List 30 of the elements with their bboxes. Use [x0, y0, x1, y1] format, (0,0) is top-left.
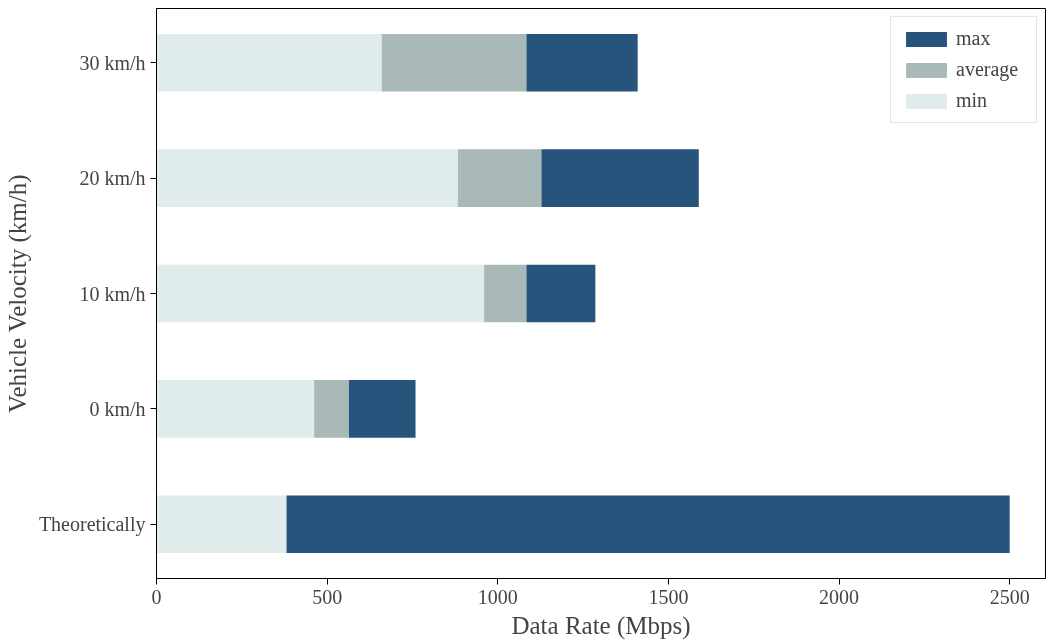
y-tick-label: 10 km/h — [79, 282, 146, 305]
x-tick-label: 2000 — [819, 585, 860, 608]
y-tick-label: 20 km/h — [79, 167, 146, 190]
bar — [457, 149, 542, 207]
y-tick-label: Theoretically — [38, 513, 146, 537]
y-tick-label: 30 km/h — [79, 51, 146, 74]
y-tick-label: 0 km/h — [89, 397, 146, 420]
bar — [526, 264, 596, 323]
y-axis-title: Vehicle Velocity (km/h) — [3, 174, 32, 413]
bar — [286, 495, 1010, 554]
bar — [156, 149, 458, 207]
x-tick-label: 1500 — [648, 585, 689, 608]
legend-label: max — [956, 27, 992, 50]
bar — [156, 264, 485, 323]
bar — [526, 33, 638, 92]
x-axis-title: Data Rate (Mbps) — [511, 611, 691, 640]
x-tick-label: 1000 — [477, 585, 518, 608]
x-tick-label: 500 — [312, 585, 343, 608]
bar — [348, 380, 416, 438]
bar — [484, 264, 527, 323]
legend-label: average — [956, 58, 1020, 81]
bar — [314, 380, 349, 438]
bar — [156, 380, 315, 438]
bar — [156, 33, 382, 92]
bar — [541, 149, 699, 207]
legend-label: min — [956, 89, 989, 112]
x-tick-label: 0 — [151, 585, 162, 608]
x-tick-label: 2500 — [989, 585, 1030, 608]
bar — [156, 495, 287, 554]
bar — [381, 33, 527, 92]
